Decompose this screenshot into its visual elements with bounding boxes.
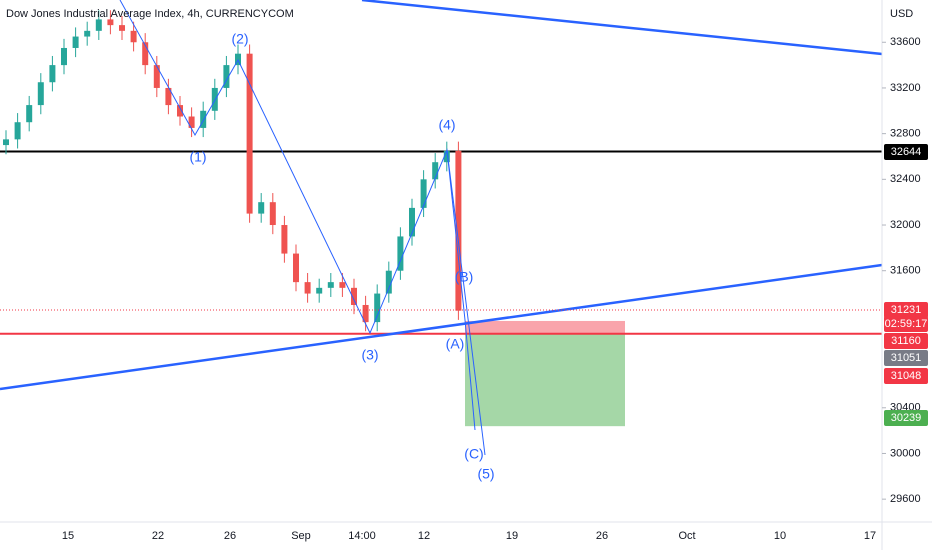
wave-label: (B): [455, 269, 474, 285]
y-tick-label: 33600: [890, 36, 921, 48]
x-tick-label: 19: [506, 530, 518, 542]
x-tick-label: Sep: [291, 530, 311, 542]
candle-body: [142, 42, 149, 66]
candle-body: [107, 19, 114, 26]
stop-zone: [465, 320, 625, 334]
target-zone: [465, 333, 625, 427]
candle-body: [304, 282, 311, 294]
x-tick-label: 26: [224, 530, 236, 542]
price-badge: [884, 368, 928, 384]
candle-body: [188, 116, 195, 128]
price-badge-text: 30239: [891, 412, 922, 424]
y-tick-label: 32000: [890, 219, 921, 231]
candle-body: [351, 287, 357, 305]
x-tick-label: 12: [418, 530, 430, 542]
candle-body: [177, 105, 183, 117]
candle-body: [246, 53, 253, 214]
candle-body: [385, 270, 392, 294]
currency: USD: [890, 8, 913, 20]
chart-title: Dow Jones Industrial Average Index, 4h, …: [6, 8, 294, 20]
trend-line: [0, 263, 883, 391]
wave-label: (3): [361, 347, 378, 363]
trend-line: [361, 0, 883, 56]
candle-body: [37, 82, 44, 106]
candle-body: [409, 207, 415, 237]
wave-label: (4): [438, 117, 455, 133]
x-tick-label: 17: [864, 530, 876, 542]
candle-body: [211, 87, 218, 111]
price-badge: [884, 302, 928, 318]
price-badge: [884, 333, 928, 349]
candle-body: [95, 19, 102, 31]
candle-body: [258, 202, 265, 214]
x-tick-label: 22: [152, 530, 164, 542]
price-badge: [884, 316, 928, 332]
plot: [0, 10, 882, 427]
wave-label: (5): [477, 466, 494, 482]
candle-body: [84, 30, 91, 37]
x-tick-label: 15: [62, 530, 74, 542]
y-tick-label: 32400: [890, 173, 921, 185]
y-tick-label: 33200: [890, 82, 921, 94]
candle-body: [269, 202, 276, 226]
y-tick-label: 30000: [890, 447, 921, 459]
candle-body: [316, 287, 323, 294]
x-tick-label: 26: [596, 530, 608, 542]
price-badge-text: 31160: [891, 335, 921, 347]
candle-body: [397, 236, 404, 271]
x-tick-label: 10: [774, 530, 786, 542]
candle-body: [339, 282, 346, 288]
wave-path: [119, 0, 486, 456]
candle-body: [443, 150, 450, 163]
candle-body: [14, 122, 21, 140]
candle-body: [49, 65, 56, 83]
candle-body: [362, 304, 369, 323]
candle-body: [327, 282, 334, 288]
price-badge-text: 32644: [891, 146, 922, 158]
price-badge: [884, 350, 928, 366]
candle-body: [374, 293, 381, 323]
wave-label: (1): [189, 149, 206, 165]
candle-body: [61, 47, 67, 66]
candle-body: [420, 179, 427, 208]
candle-body: [223, 65, 230, 88]
candle-body: [432, 162, 439, 180]
candle-body: [72, 36, 79, 48]
candle-body: [293, 253, 299, 283]
candle-body: [130, 30, 137, 43]
wave-label: (2): [231, 31, 248, 47]
wave-path: [446, 149, 476, 431]
x-tick-label: Oct: [678, 530, 695, 542]
candle-body: [165, 87, 172, 106]
candle-body: [455, 150, 462, 311]
price-badge-text: 02:59:17: [885, 318, 928, 330]
y-tick-label: 29600: [890, 493, 921, 505]
wave-label: (C): [464, 446, 483, 462]
candle-body: [3, 139, 9, 146]
price-badge: [884, 144, 928, 160]
candle-body: [281, 225, 288, 254]
candle-body: [119, 25, 125, 31]
candle-body: [200, 110, 207, 128]
price-badge-text: 31051: [891, 352, 922, 364]
y-tick-label: 31600: [890, 265, 921, 277]
price-badge-text: 31231: [891, 304, 922, 316]
y-tick-label: 32800: [890, 128, 921, 140]
price-badge-text: 31048: [891, 370, 922, 382]
price-badge: [884, 410, 928, 426]
candle-body: [26, 105, 33, 123]
x-tick-label: 14:00: [348, 530, 376, 542]
wave-label: (A): [446, 336, 465, 352]
candle-body: [153, 65, 160, 88]
